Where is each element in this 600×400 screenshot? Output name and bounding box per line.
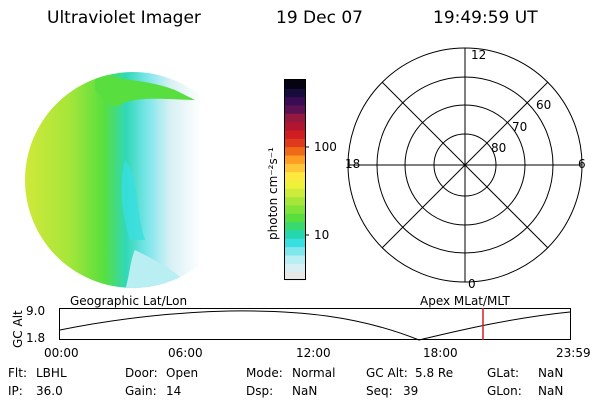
timeline-y-top: 9.0 (26, 304, 46, 318)
x-tick-0000: 00:00 (44, 346, 79, 360)
door-label: Door: (125, 366, 158, 380)
gain-value: 14 (166, 384, 182, 398)
color-bar-swatch (285, 105, 305, 114)
colorbar-unit-label: photon cm⁻²s⁻¹ (266, 147, 280, 240)
color-bar-swatch (285, 230, 305, 239)
uv-image-disk (25, 72, 241, 288)
ip-label: IP: (8, 384, 23, 398)
timeline-left-caption: Geographic Lat/Lon (70, 294, 188, 308)
lat-label-60: 60 (536, 98, 552, 112)
color-bar-swatch (285, 196, 305, 206)
dsp-label: Dsp: (246, 384, 274, 398)
color-bar (284, 79, 309, 281)
color-bar-swatch (285, 180, 305, 189)
color-bar-swatch (285, 113, 305, 123)
x-tick-1800: 18:00 (423, 346, 458, 360)
timeline-y-bottom: 1.8 (26, 331, 46, 345)
color-bar-swatch (285, 163, 305, 173)
color-bar-swatch (285, 146, 305, 156)
mlt-label-18: 18 (345, 157, 361, 171)
color-bar-swatch (285, 271, 305, 281)
polar-grid (347, 47, 583, 283)
color-bar-swatch (285, 138, 305, 148)
timeline-right-caption: Apex MLat/MLT (420, 294, 510, 308)
instrument-title: Ultraviolet Imager (47, 8, 201, 28)
dsp-value: NaN (292, 384, 318, 398)
mlt-label-12: 12 (471, 48, 487, 62)
color-bar-swatch (285, 255, 305, 264)
color-bar-swatch (285, 88, 305, 98)
colorbar-tick-100: 100 (314, 140, 337, 154)
glon-label: GLon: (487, 384, 522, 398)
date-label: 19 Dec 07 (276, 8, 363, 28)
lat-label-80: 80 (491, 141, 507, 155)
seq-value: 39 (403, 384, 419, 398)
mlt-label-0: 0 (468, 277, 476, 291)
x-tick-2359: 23:59 (556, 346, 591, 360)
color-bar-swatch (285, 130, 305, 139)
color-bar-swatch (285, 121, 305, 131)
x-tick-0600: 06:00 (168, 346, 203, 360)
color-bar-swatch (285, 171, 305, 181)
color-bar-swatch (285, 213, 305, 223)
lat-label-70: 70 (512, 120, 528, 134)
timeline-axis-label: GC Alt (11, 310, 25, 348)
color-bar-swatch (285, 155, 305, 164)
altitude-timeline (59, 308, 571, 341)
glon-value: NaN (538, 384, 564, 398)
color-bar-swatch (285, 96, 305, 106)
flt-value: LBHL (36, 366, 67, 380)
color-bar-swatch (285, 246, 305, 256)
flt-label: Flt: (8, 366, 27, 380)
gcalt-value: 5.8 Re (415, 366, 454, 380)
color-bar-swatch (285, 221, 305, 231)
color-bar-swatch (285, 205, 305, 214)
gain-label: Gain: (125, 384, 157, 398)
mode-value: Normal (292, 366, 336, 380)
door-value: Open (166, 366, 199, 380)
mode-label: Mode: (246, 366, 283, 380)
seq-label: Seq: (366, 384, 393, 398)
gcalt-label: GC Alt: (366, 366, 408, 380)
color-bar-swatch (285, 80, 305, 89)
colorbar-tick-10: 10 (314, 228, 330, 242)
glat-label: GLat: (487, 366, 520, 380)
ip-value: 36.0 (36, 384, 63, 398)
mlt-label-6: 6 (578, 157, 586, 171)
x-tick-1200: 12:00 (296, 346, 331, 360)
time-label: 19:49:59 UT (433, 8, 538, 28)
glat-value: NaN (538, 366, 564, 380)
color-bar-swatch (285, 263, 305, 273)
color-bar-swatch (285, 238, 305, 248)
color-bar-swatch (285, 188, 305, 198)
